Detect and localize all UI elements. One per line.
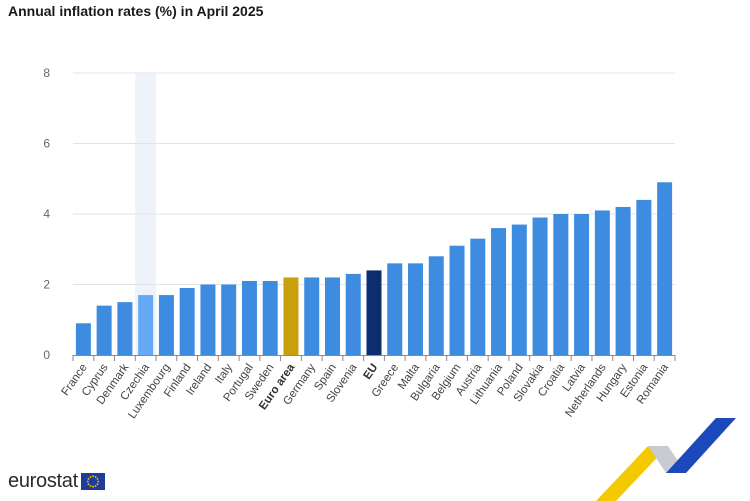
flag-star — [91, 475, 94, 478]
y-tick-label: 6 — [43, 137, 50, 151]
bar-luxembourg[interactable] — [158, 295, 174, 355]
y-tick-label: 8 — [43, 66, 50, 80]
bar-spain[interactable] — [324, 277, 340, 355]
bar-chart: 0 2 4 6 8 FranceCyprusDenmarkCzechiaLuxembou… — [43, 66, 676, 421]
bar-cyprus[interactable] — [96, 305, 112, 355]
bar-portugal[interactable] — [241, 280, 257, 355]
y-tick-label: 4 — [43, 207, 50, 221]
bar-lithuania[interactable] — [491, 228, 507, 355]
bar-finland[interactable] — [179, 288, 195, 355]
bars — [75, 182, 673, 356]
eurostat-swoosh-decoration — [596, 418, 736, 501]
eurostat-logo[interactable]: eurostat — [8, 470, 105, 493]
bar-slovakia[interactable] — [532, 217, 548, 355]
y-axis: 0 2 4 6 8 — [43, 66, 50, 362]
bar-italy[interactable] — [221, 284, 237, 356]
bar-germany[interactable] — [304, 277, 320, 355]
bar-hungary[interactable] — [615, 206, 631, 355]
bar-austria[interactable] — [470, 238, 486, 355]
bar-denmark[interactable] — [117, 302, 133, 355]
x-tick-label: EU — [361, 362, 380, 382]
bar-bulgaria[interactable] — [428, 256, 444, 355]
bar-france[interactable] — [75, 323, 91, 355]
bar-czechia[interactable] — [138, 295, 154, 355]
bar-greece[interactable] — [387, 263, 403, 355]
flag-star — [87, 478, 90, 480]
y-tick-label: 2 — [43, 278, 50, 292]
bar-latvia[interactable] — [574, 214, 590, 355]
bar-romania[interactable] — [657, 182, 673, 355]
bar-sweden[interactable] — [262, 280, 278, 355]
flag-star — [97, 480, 99, 483]
x-axis: FranceCyprusDenmarkCzechiaLuxembourgFinl… — [59, 355, 676, 421]
bar-ireland[interactable] — [200, 284, 216, 356]
flag-star — [94, 485, 97, 487]
eu-flag-icon — [80, 473, 105, 490]
flag-star — [96, 478, 99, 480]
flag-star — [89, 476, 92, 478]
bar-estonia[interactable] — [636, 199, 652, 355]
bar-croatia[interactable] — [553, 214, 569, 355]
bar-euro-area[interactable] — [283, 277, 299, 355]
flag-star — [91, 485, 94, 488]
bar-netherlands[interactable] — [594, 210, 610, 355]
flag-star — [96, 483, 99, 485]
bar-slovenia[interactable] — [345, 273, 361, 355]
bar-malta[interactable] — [408, 263, 424, 355]
flag-star — [89, 485, 92, 487]
flag-star — [87, 483, 90, 485]
flag-star — [86, 480, 89, 483]
y-tick-label: 0 — [43, 348, 50, 362]
flag-star — [94, 476, 97, 478]
page-title: Annual inflation rates (%) in April 2025 — [8, 3, 264, 19]
bar-poland[interactable] — [511, 224, 527, 355]
logo-text: eurostat — [8, 470, 78, 492]
bar-eu[interactable] — [366, 270, 382, 355]
bar-belgium[interactable] — [449, 245, 465, 355]
